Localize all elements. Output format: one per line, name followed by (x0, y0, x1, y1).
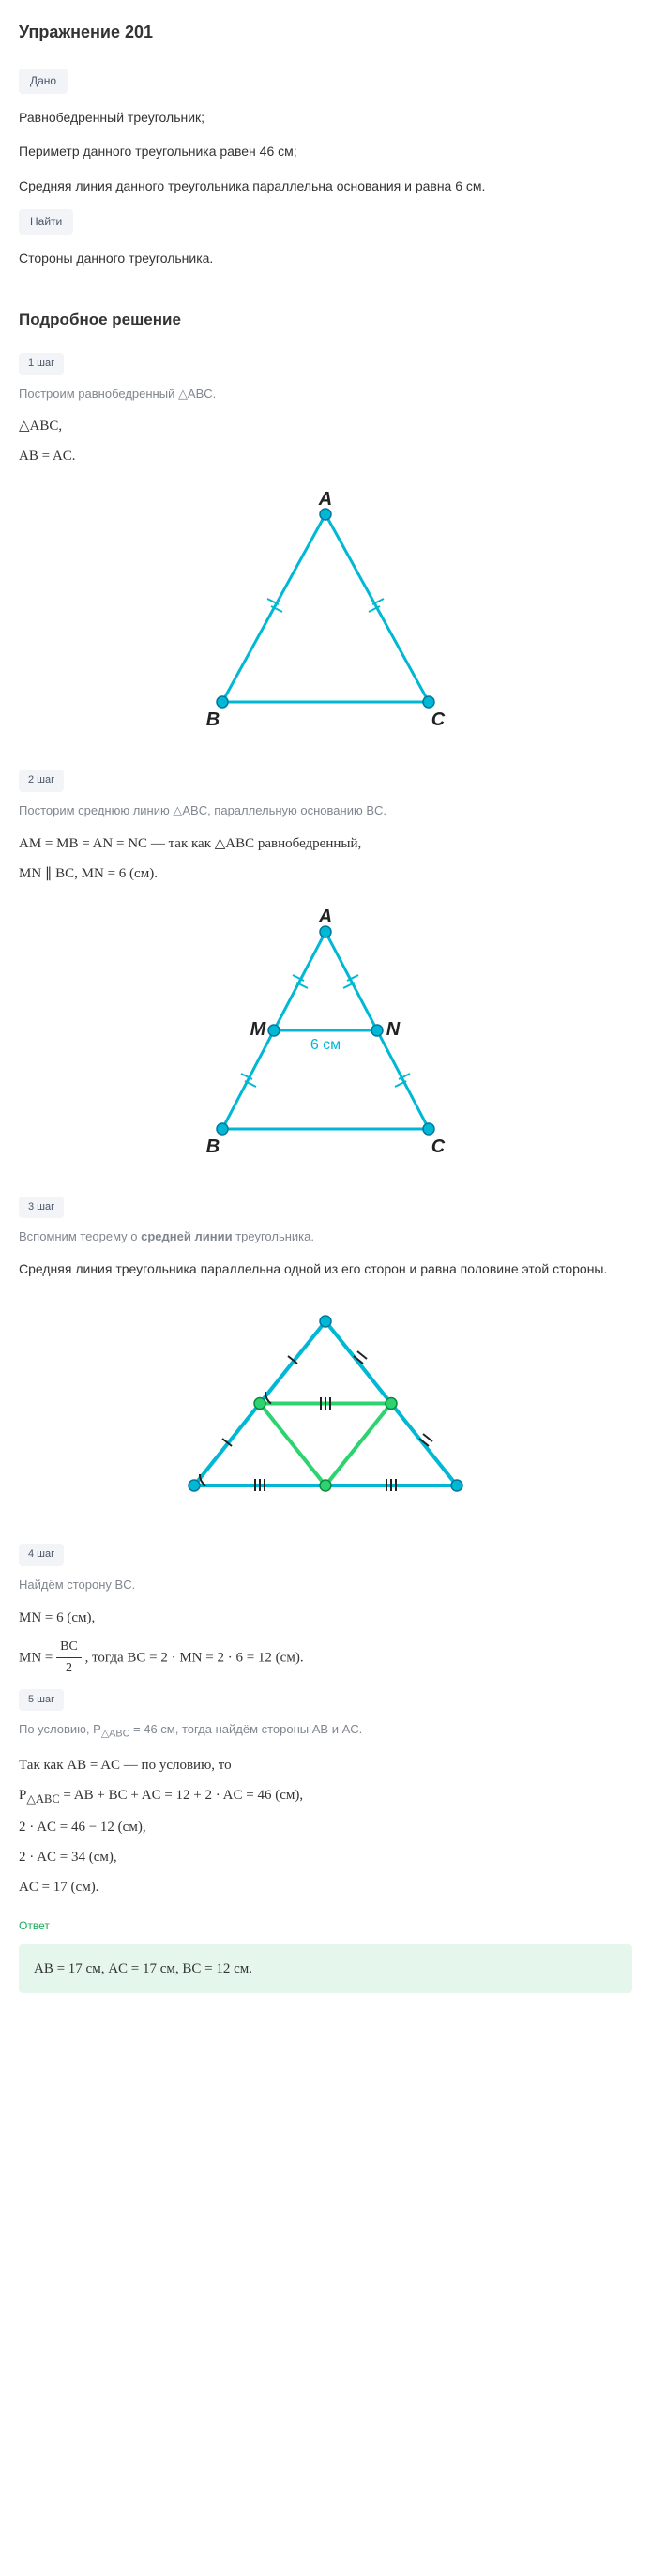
figure-2: A B C M N 6 см (19, 904, 632, 1166)
step5-desc-sub: △ABC (101, 1729, 130, 1740)
given-label: Дано (19, 69, 68, 94)
step3-desc-bold: средней линии (141, 1229, 232, 1243)
step4-frac-pre: MN = (19, 1650, 56, 1665)
fig2-label-n: N (386, 1019, 401, 1040)
step5-line3: 2 · AC = 46 − 12 (см), (19, 1816, 632, 1838)
step4-fraction: BC 2 (56, 1637, 82, 1680)
step3-desc-pre: Вспомним теорему о (19, 1229, 141, 1243)
exercise-title: Упражнение 201 (19, 19, 632, 46)
step5-desc: По условию, P△ABC = 46 см, тогда найдём … (19, 1720, 632, 1743)
step1-line1: △ABC, (19, 415, 632, 437)
step5-line2: P△ABC = AB + BC + AC = 12 + 2 · AC = 46 … (19, 1784, 632, 1808)
solution-title: Подробное решение (19, 307, 632, 332)
step4-line1: MN = 6 (см), (19, 1607, 632, 1629)
step2-label: 2 шаг (19, 770, 64, 792)
step4-frac-post: , тогда BC = 2 · MN = 2 · 6 = 12 (см). (85, 1650, 304, 1665)
step1-line2: AB = AC. (19, 445, 632, 467)
given-text-2: Периметр данного треугольника равен 46 с… (19, 141, 632, 161)
answer-label: Ответ (19, 1917, 632, 1935)
step5-line2-sub: △ABC (26, 1792, 59, 1806)
step5-desc-pre: По условию, P (19, 1722, 101, 1736)
fig2-label-m: M (250, 1019, 267, 1040)
step4-label: 4 шаг (19, 1544, 64, 1566)
step3-desc-post: треугольника. (233, 1229, 314, 1243)
step3-theorem: Средняя линия треугольника параллельна о… (19, 1258, 632, 1279)
given-text-1: Равнобедренный треугольник; (19, 107, 632, 128)
step5-line5: AC = 17 (см). (19, 1876, 632, 1898)
step5-line1: Так как AB = AC — по условию, то (19, 1754, 632, 1776)
fig2-label-mn: 6 см (310, 1037, 341, 1053)
find-label: Найти (19, 209, 73, 235)
step5-line2-post: = AB + BC + AC = 12 + 2 · AC = 46 (см), (60, 1788, 303, 1803)
step4-line2: MN = BC 2 , тогда BC = 2 · MN = 2 · 6 = … (19, 1637, 632, 1680)
find-text: Стороны данного треугольника. (19, 248, 632, 268)
fig1-label-a: A (318, 489, 332, 510)
step4-frac-den: 2 (56, 1658, 82, 1679)
step3-label: 3 шаг (19, 1197, 64, 1219)
given-text-3: Средняя линия данного треугольника парал… (19, 175, 632, 196)
figure-3 (19, 1298, 632, 1514)
step1-label: 1 шаг (19, 353, 64, 375)
step5-line4: 2 · AC = 34 (см), (19, 1846, 632, 1868)
step4-frac-num: BC (56, 1637, 82, 1658)
fig2-label-a: A (318, 907, 332, 927)
step2-desc: Посторим среднюю линию △ABC, параллельну… (19, 801, 632, 821)
step2-line2: MN ∥ BC, MN = 6 (см). (19, 862, 632, 885)
step5-desc-post: = 46 см, тогда найдём стороны AB и AC. (129, 1722, 362, 1736)
step5-label: 5 шаг (19, 1689, 64, 1712)
fig2-label-c: C (431, 1136, 446, 1157)
step2-line1: AM = MB = AN = NC — так как △ABC равнобе… (19, 832, 632, 855)
step3-desc: Вспомним теорему о средней линии треугол… (19, 1227, 632, 1247)
fig1-label-b: B (206, 709, 220, 730)
answer-box: AB = 17 см, AC = 17 см, BC = 12 см. (19, 1944, 632, 1993)
fig1-label-c: C (431, 709, 446, 730)
step1-desc: Построим равнобедренный △ABC. (19, 385, 632, 404)
step4-desc: Найдём сторону BC. (19, 1576, 632, 1595)
fig2-label-b: B (206, 1136, 220, 1157)
figure-1: A B C (19, 486, 632, 739)
